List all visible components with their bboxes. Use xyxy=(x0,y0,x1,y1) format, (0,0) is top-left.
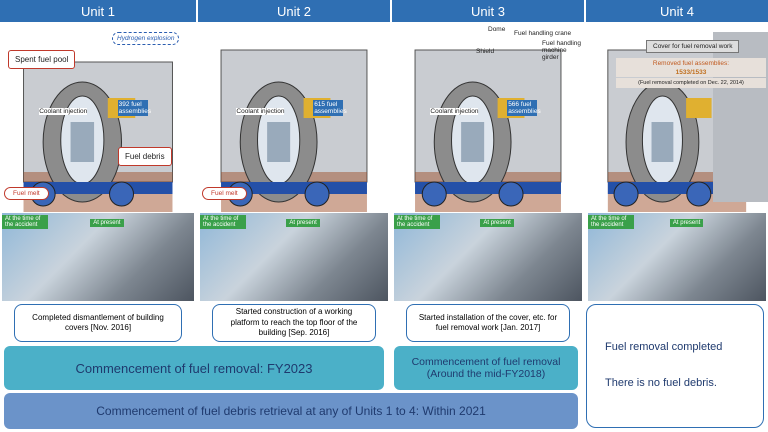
photo-tag-after: At present xyxy=(480,219,513,227)
label-girder: Fuel handling machine girder xyxy=(542,40,582,61)
label-assemblies: 615 fuel assemblies xyxy=(313,100,343,116)
status-line: There is no fuel debris. xyxy=(605,377,745,389)
label-cover: Cover for fuel removal work xyxy=(646,40,739,53)
label-melt: Fuel melt xyxy=(4,187,49,200)
milestone-debris: Commencement of fuel debris retrieval at… xyxy=(4,393,578,429)
status: Completed dismantlement of building cove… xyxy=(14,304,182,342)
status-line: Fuel removal completed xyxy=(605,341,745,353)
unit-header: Unit 1 xyxy=(0,0,196,22)
status: Started installation of the cover, etc. … xyxy=(406,304,570,342)
illustration: Dome Fuel handling crane Fuel handling mac… xyxy=(392,22,584,212)
photo: At the time of the accident At present xyxy=(2,213,194,301)
label-completed_on: (Fuel removal completed on Dec. 22, 2014… xyxy=(616,78,766,88)
label-dome: Dome xyxy=(488,26,505,33)
photo-tag-before: At the time of the accident xyxy=(2,215,48,229)
label-shield: Shield xyxy=(476,48,494,55)
photo-tag-after: At present xyxy=(670,219,703,227)
photo-tag-after: At present xyxy=(90,219,123,227)
page: Unit 1 Spent fuel pool Hydrogen explosion… xyxy=(0,0,768,432)
photo-tag-after: At present xyxy=(286,219,319,227)
label-coolant: Coolant injection xyxy=(39,108,87,115)
label-coolant: Coolant injection xyxy=(430,108,478,115)
label-explosion: Hydrogen explosion xyxy=(112,32,179,45)
photo: At the time of the accident At present xyxy=(394,213,582,301)
milestone-fuel-removal-1-2: Commencement of fuel removal: FY2023 xyxy=(4,346,384,390)
milestone-fuel-removal-3: Commencement of fuel removal (Around the… xyxy=(394,346,578,390)
label-melt: Fuel melt xyxy=(202,187,247,200)
unit-header: Unit 4 xyxy=(586,0,768,22)
photo: At the time of the accident At present xyxy=(200,213,388,301)
label-coolant: Coolant injection xyxy=(236,108,284,115)
photo: At the time of the accident At present xyxy=(588,213,766,301)
photo-tag-before: At the time of the accident xyxy=(394,215,440,229)
label-debris: Fuel debris xyxy=(118,147,172,166)
label-crane: Fuel handling crane xyxy=(514,30,571,37)
reactor-illustration xyxy=(198,22,390,212)
illustration: 615 fuel assemblies Coolant injection Fuel… xyxy=(198,22,390,212)
photo-tag-before: At the time of the accident xyxy=(588,215,634,229)
label-pool: Spent fuel pool xyxy=(8,50,75,69)
illustration: Spent fuel pool Hydrogen explosion 392 fue… xyxy=(0,22,196,212)
status: Started construction of a working platfo… xyxy=(212,304,376,342)
label-assemblies: 566 fuel assemblies xyxy=(507,100,537,116)
label-assemblies: 392 fuel assemblies xyxy=(118,100,148,116)
photo-tag-before: At the time of the accident xyxy=(200,215,246,229)
unit-header: Unit 3 xyxy=(392,0,584,22)
unit4-status: Fuel removal completed There is no fuel … xyxy=(586,304,764,428)
unit-header: Unit 2 xyxy=(198,0,390,22)
label-count: 1533/1533 xyxy=(616,68,766,77)
